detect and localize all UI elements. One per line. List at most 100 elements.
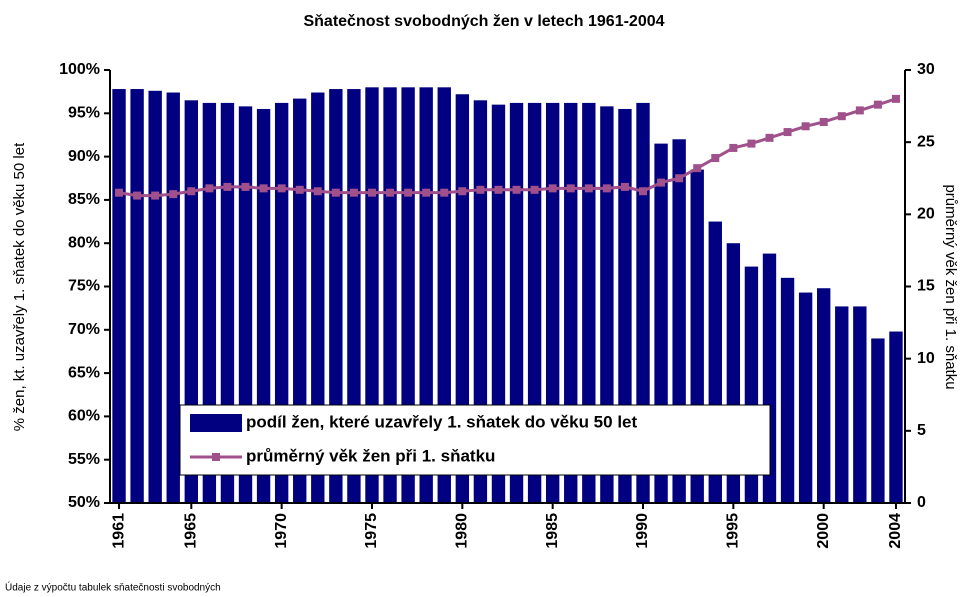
line-marker — [620, 182, 629, 191]
chart-title: Sňatečnost svobodných žen v letech 1961-… — [303, 13, 664, 30]
line-marker — [295, 185, 304, 194]
bar — [780, 277, 795, 503]
line-marker — [205, 184, 214, 193]
line-marker — [367, 188, 376, 197]
line-marker — [259, 184, 268, 193]
bar — [256, 108, 271, 503]
line-marker — [494, 185, 503, 194]
line-marker — [386, 188, 395, 197]
bar — [618, 108, 632, 503]
y-axis-label: % žen, kt. uzavřely 1. sňatek do věku 50… — [11, 142, 28, 431]
line-marker — [548, 184, 557, 193]
bar — [817, 288, 831, 503]
x-tick-label: 1970 — [273, 513, 290, 549]
bar — [274, 102, 289, 504]
y2-tick-label: 15 — [917, 278, 935, 295]
line-marker — [133, 191, 142, 200]
y-tick-label: 50% — [68, 494, 100, 511]
x-tick-label: 1985 — [544, 513, 561, 549]
line-marker — [819, 117, 828, 126]
line-marker — [711, 154, 720, 163]
y-tick-label: 70% — [68, 321, 100, 338]
bar — [564, 102, 578, 504]
y2-tick-label: 10 — [917, 350, 935, 367]
y-tick-label: 60% — [68, 408, 100, 425]
legend-swatch — [190, 414, 242, 432]
line-marker — [855, 106, 864, 115]
x-tick-label: 1961 — [110, 513, 127, 549]
line-marker — [440, 188, 449, 197]
bar — [130, 89, 144, 503]
y2-tick-label: 20 — [917, 206, 935, 223]
line-marker — [747, 139, 756, 148]
y-tick-label: 55% — [68, 451, 100, 468]
line-marker — [873, 100, 882, 109]
legend-box — [179, 404, 771, 476]
bar — [871, 338, 885, 503]
line-marker — [187, 187, 196, 196]
x-tick-label: 1995 — [725, 513, 742, 549]
bar — [220, 102, 235, 504]
line-marker — [675, 174, 684, 183]
line-series — [118, 97, 897, 198]
bar — [582, 102, 596, 504]
line-marker — [530, 185, 539, 194]
line-marker — [512, 185, 521, 194]
bar — [889, 331, 903, 503]
line-marker — [422, 188, 431, 197]
line-marker — [837, 112, 846, 121]
line-marker — [277, 184, 286, 193]
line-marker — [602, 184, 611, 193]
line-marker — [566, 184, 575, 193]
line-marker — [476, 185, 485, 194]
line-marker — [458, 187, 467, 196]
bar — [798, 292, 813, 503]
x-tick-label: 1975 — [363, 513, 380, 549]
y2-tick-label: 5 — [917, 422, 926, 439]
bar — [853, 306, 867, 503]
line-marker — [584, 184, 593, 193]
legend-label: podíl žen, které uzavřely 1. sňatek do v… — [246, 412, 637, 431]
source-note: Údaje z výpočtu tabulek sňatečnosti svob… — [5, 581, 221, 594]
y2-tick-label: 0 — [917, 494, 926, 511]
bar — [184, 100, 198, 503]
x-tick-label: 1980 — [454, 513, 471, 549]
line-marker — [331, 188, 340, 197]
bar — [473, 100, 488, 503]
bar — [455, 94, 470, 504]
bar — [636, 102, 650, 504]
line-marker — [404, 188, 413, 197]
line-marker — [765, 133, 774, 142]
y-tick-label: 65% — [68, 364, 100, 381]
bar — [293, 98, 307, 503]
line-marker — [639, 187, 648, 196]
line-marker — [729, 143, 738, 152]
line-marker — [349, 188, 358, 197]
y-tick-label: 85% — [68, 191, 100, 208]
line-marker — [783, 128, 792, 137]
legend-swatch-marker — [212, 453, 220, 461]
bar — [148, 90, 162, 503]
line-marker — [801, 122, 810, 131]
bar — [600, 106, 614, 503]
bar — [202, 102, 217, 504]
y-tick-label: 75% — [68, 278, 100, 295]
line-marker — [891, 94, 900, 103]
y-tick-label: 90% — [68, 148, 100, 165]
bar — [238, 106, 253, 503]
line-marker — [151, 191, 160, 200]
x-tick-label: 1965 — [183, 513, 200, 549]
line-marker — [241, 182, 250, 191]
line-marker — [313, 187, 322, 196]
x-tick-label: 1990 — [634, 513, 651, 549]
bar — [112, 89, 126, 503]
legend-label: průměrný věk žen při 1. sňatku — [246, 446, 495, 465]
bar — [166, 92, 180, 504]
bar — [545, 102, 560, 504]
x-tick-label: 2004 — [887, 513, 904, 549]
y2-tick-label: 25 — [917, 133, 935, 150]
y-tick-label: 80% — [68, 234, 100, 251]
line-marker — [693, 164, 702, 173]
x-tick-label: 2000 — [815, 513, 832, 549]
line-marker — [115, 188, 124, 197]
